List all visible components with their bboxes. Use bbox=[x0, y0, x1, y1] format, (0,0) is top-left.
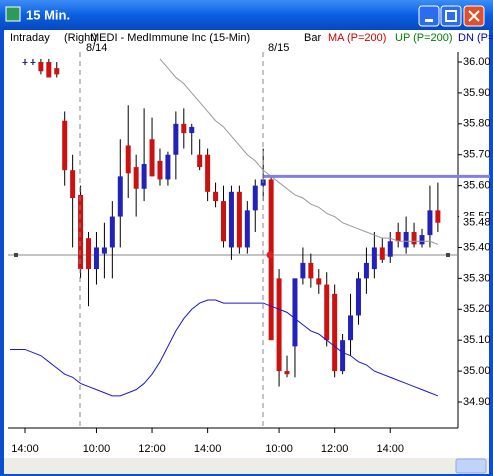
candle-body bbox=[427, 210, 433, 236]
candle-body bbox=[62, 120, 68, 171]
x-tick-label: 10:00 bbox=[83, 443, 111, 455]
x-tick-label: 14:00 bbox=[194, 443, 222, 455]
candle-body bbox=[125, 145, 131, 174]
header-symbol: MEDI - MedImmune Inc (15-Min) bbox=[90, 32, 250, 44]
candle-body bbox=[403, 232, 409, 248]
header-axis: (Right) bbox=[64, 32, 97, 44]
candle-body bbox=[22, 62, 28, 63]
window-title: 15 Min. bbox=[26, 7, 70, 22]
candle-body bbox=[268, 179, 274, 341]
candle-body bbox=[213, 191, 219, 202]
candle-body bbox=[379, 247, 385, 260]
date-label: 8/15 bbox=[268, 42, 289, 54]
candle-body bbox=[411, 232, 417, 245]
scroll-thumb[interactable] bbox=[455, 458, 487, 474]
candle-body bbox=[228, 191, 234, 248]
candle-body bbox=[141, 164, 147, 189]
candle-body bbox=[93, 247, 99, 270]
indicator-line bbox=[10, 299, 439, 397]
title-bar bbox=[0, 0, 493, 30]
candle-body bbox=[332, 293, 338, 372]
crosshair-end bbox=[446, 253, 450, 257]
candle-body bbox=[149, 139, 155, 177]
candle-body bbox=[324, 284, 330, 341]
candle-body bbox=[205, 154, 211, 192]
candle-body bbox=[197, 154, 203, 168]
candle-body bbox=[70, 170, 76, 198]
candle-body bbox=[46, 62, 52, 78]
last-price-label: 35.48 bbox=[463, 217, 491, 229]
x-tick-label: 12:00 bbox=[321, 443, 349, 455]
candle-body bbox=[236, 191, 242, 248]
study-label: DN (P=200) bbox=[458, 32, 493, 44]
scrollbar[interactable] bbox=[4, 458, 489, 474]
y-tick-label: 35.80 bbox=[463, 118, 491, 130]
candle-body bbox=[109, 216, 115, 248]
y-tick-label: 35.70 bbox=[463, 149, 491, 161]
candle-body bbox=[221, 201, 226, 242]
y-tick-label: 35.40 bbox=[463, 241, 491, 253]
date-label: 8/14 bbox=[86, 42, 107, 54]
candle-body bbox=[316, 278, 322, 285]
crosshair-start bbox=[14, 253, 18, 257]
candle-body bbox=[244, 210, 250, 248]
close-icon bbox=[468, 10, 480, 22]
candle-body bbox=[363, 262, 369, 279]
candle-body bbox=[284, 371, 290, 375]
header-style: Bar bbox=[304, 32, 321, 44]
candle-body bbox=[78, 194, 84, 270]
candle-body bbox=[86, 238, 92, 270]
candle-body bbox=[371, 247, 377, 270]
candle-body bbox=[355, 278, 361, 316]
y-tick-label: 35.60 bbox=[463, 180, 491, 192]
y-tick-label: 35.30 bbox=[463, 272, 491, 284]
study-label: UP (P=200) bbox=[395, 32, 453, 44]
candle-body bbox=[181, 123, 187, 134]
candle-body bbox=[348, 315, 354, 341]
candle-body bbox=[340, 340, 346, 372]
candle-body bbox=[435, 210, 441, 223]
candle-body bbox=[308, 262, 314, 279]
minimize-button[interactable] bbox=[418, 5, 440, 27]
x-tick-label: 10:00 bbox=[265, 443, 293, 455]
candle-body bbox=[173, 123, 179, 155]
x-tick-label: 12:00 bbox=[138, 443, 166, 455]
maximize-icon bbox=[445, 10, 457, 22]
x-tick-label: 14:00 bbox=[376, 443, 404, 455]
candle-body bbox=[133, 167, 139, 189]
candle-body bbox=[276, 278, 282, 372]
candle-body bbox=[30, 62, 36, 63]
candle-body bbox=[189, 126, 195, 134]
y-tick-label: 35.90 bbox=[463, 87, 491, 99]
candle-body bbox=[38, 62, 44, 72]
candle-body bbox=[101, 247, 107, 254]
indicator-line bbox=[159, 58, 439, 245]
candle-body bbox=[165, 154, 171, 180]
app-icon bbox=[5, 6, 21, 22]
y-tick-label: 35.20 bbox=[463, 303, 491, 315]
maximize-button[interactable] bbox=[440, 5, 462, 27]
y-tick-label: 36.00 bbox=[463, 56, 491, 68]
candle-body bbox=[395, 232, 401, 242]
candle-body bbox=[419, 235, 425, 245]
last-price-box bbox=[459, 215, 489, 230]
y-tick-label: 35.10 bbox=[463, 334, 491, 346]
cursor-dot bbox=[266, 251, 274, 259]
plot bbox=[8, 58, 458, 397]
candle-body bbox=[117, 176, 123, 217]
candle-body bbox=[292, 278, 298, 347]
y-tick-label: 34.90 bbox=[463, 396, 491, 408]
x-tick-label: 14:00 bbox=[11, 443, 39, 455]
candle-body bbox=[300, 262, 306, 279]
study-label: MA (P=200) bbox=[328, 32, 386, 44]
candle-body bbox=[157, 160, 163, 180]
y-tick-label: 35.00 bbox=[463, 365, 491, 377]
candle-body bbox=[54, 68, 60, 75]
header-mode: Intraday bbox=[10, 32, 50, 44]
minimize-icon bbox=[425, 19, 433, 22]
candle-body bbox=[252, 185, 258, 211]
candle-body bbox=[387, 241, 393, 257]
